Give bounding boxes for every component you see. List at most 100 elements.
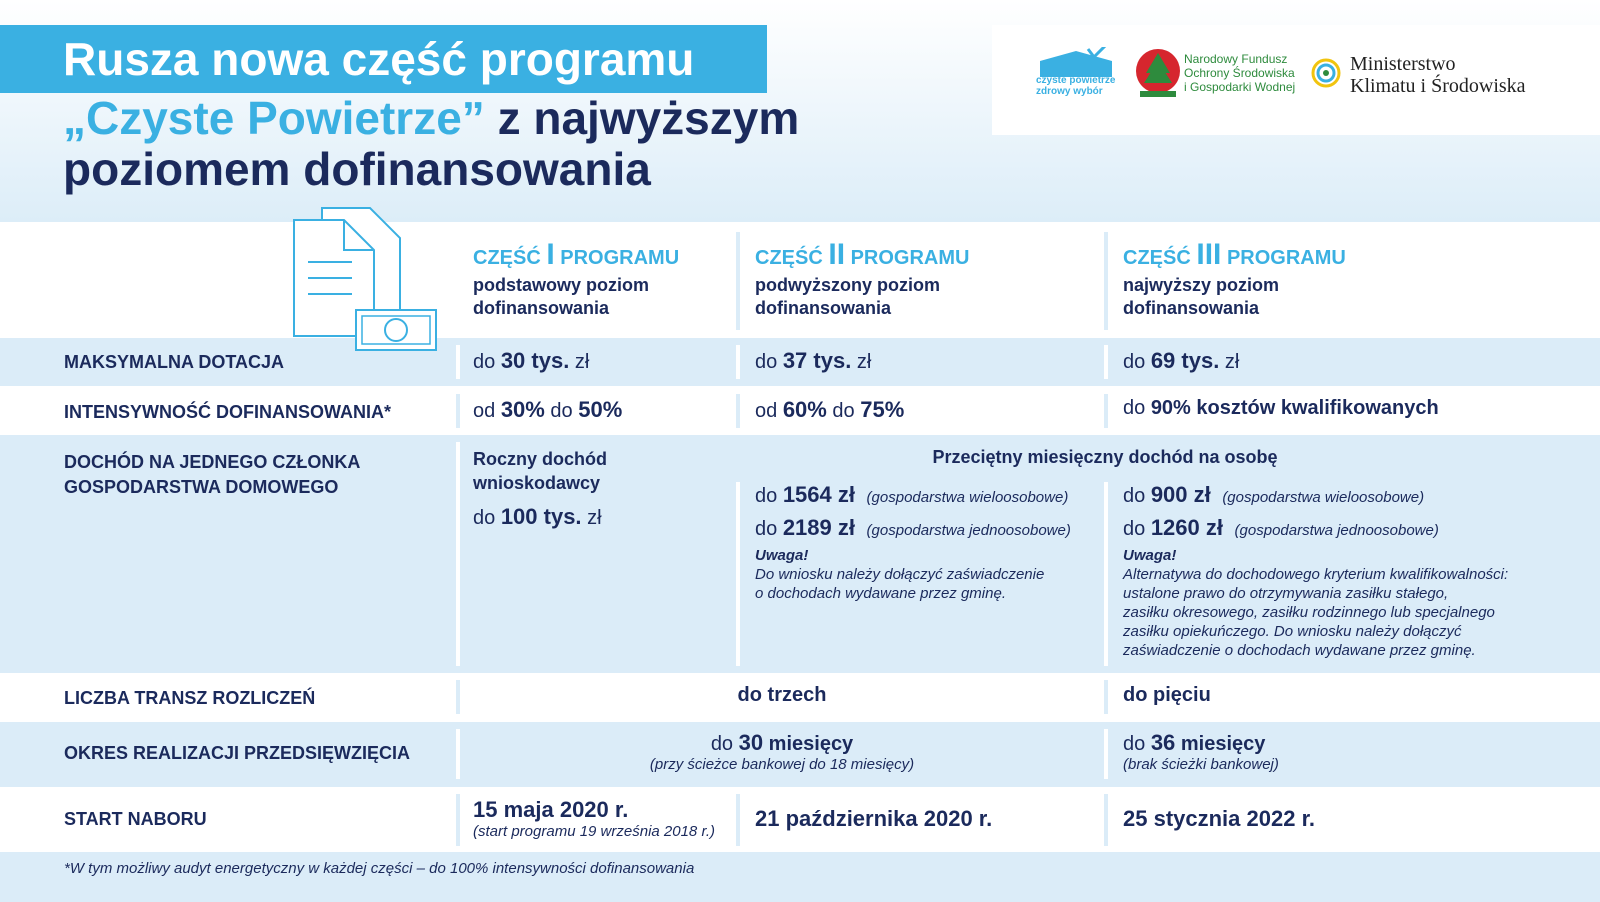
cell: do 90% kosztów kwalifikowanych bbox=[1123, 397, 1439, 420]
separator bbox=[456, 394, 460, 428]
title-text: z najwyższym bbox=[497, 92, 800, 144]
value: 100 tys. bbox=[500, 504, 582, 529]
amount-line: do 900 zł (gospodarstwa wieloosobowe) bbox=[1123, 480, 1439, 513]
separator bbox=[736, 794, 740, 846]
row-label: OKRES REALIZACJI PRZEDSIĘWZIĘCIA bbox=[64, 743, 411, 763]
row-band bbox=[0, 435, 1600, 673]
cell: do 30 miesięcy (przy ścieżce bankowej do… bbox=[460, 730, 1104, 773]
row-label: DOCHÓD NA JEDNEGO CZŁONKA GOSPODARSTWA D… bbox=[64, 450, 360, 500]
cell: od 60% do 75% bbox=[755, 397, 904, 423]
logo-line: Ministerstwo bbox=[1350, 53, 1456, 75]
logo-line: czyste powietrze bbox=[1036, 75, 1116, 86]
cell: do 30 tys. zł bbox=[473, 348, 589, 374]
column-description: podstawowy poziom dofinansowania bbox=[473, 274, 649, 320]
column-label: PROGRAMU bbox=[850, 247, 970, 269]
suffix: miesięcy bbox=[768, 733, 854, 755]
value: 2189 zł bbox=[782, 515, 855, 540]
value: 90% kosztów kwalifikowanych bbox=[1150, 397, 1439, 419]
prefix: do bbox=[710, 733, 734, 755]
logo-line: Ochrony Środowiska bbox=[1184, 66, 1295, 80]
value: 69 tys. bbox=[1150, 348, 1220, 373]
separator bbox=[456, 680, 460, 714]
value: 30% bbox=[500, 397, 545, 422]
separator bbox=[1104, 394, 1108, 428]
row-label: MAKSYMALNA DOTACJA bbox=[64, 352, 284, 372]
heading-line: wnioskodawcy bbox=[473, 473, 601, 493]
separator bbox=[736, 232, 740, 330]
note-block: Uwaga! Alternatywa do dochodowego kryter… bbox=[1123, 546, 1508, 660]
description-line: najwyższy poziom bbox=[1123, 275, 1280, 295]
note: (przy ścieżce bankowej do 18 miesięcy) bbox=[649, 756, 915, 773]
value: 30 tys. bbox=[500, 348, 570, 373]
amount-line: do 1260 zł (gospodarstwa jednoosobowe) bbox=[1123, 513, 1439, 546]
prefix: do bbox=[755, 351, 778, 373]
amount-line: do 1564 zł (gospodarstwa wieloosobowe) bbox=[755, 480, 1071, 513]
separator bbox=[1104, 345, 1108, 379]
prefix: do bbox=[1123, 351, 1146, 373]
title-line: Rusza nowa część programu bbox=[63, 33, 695, 85]
column-numeral: II bbox=[828, 238, 846, 271]
column-label: CZĘŚĆ bbox=[1123, 247, 1191, 269]
logo-text: czyste powietrze zdrowy wybór bbox=[1036, 75, 1115, 97]
column-numeral: I bbox=[546, 238, 555, 271]
note-line: ustalone prawo do otrzymywania zasiłku s… bbox=[1123, 585, 1449, 602]
value: 900 zł bbox=[1150, 482, 1211, 507]
prefix: do bbox=[755, 518, 778, 540]
prefix: od bbox=[755, 400, 778, 422]
suffix: zł bbox=[856, 351, 872, 373]
logo-nfosigw-icon bbox=[1136, 49, 1180, 97]
separator bbox=[1104, 794, 1108, 846]
prefix: do bbox=[1123, 518, 1146, 540]
note: (start programu 19 września 2018 r.) bbox=[473, 823, 716, 840]
logo-ministry-icon bbox=[1311, 58, 1341, 88]
logo-line: Narodowy Fundusz bbox=[1184, 52, 1288, 66]
title-highlight: „Czyste Powietrze” bbox=[63, 92, 485, 144]
separator bbox=[736, 482, 740, 666]
separator bbox=[736, 394, 740, 428]
suffix: zł bbox=[587, 507, 602, 529]
column-label: PROGRAMU bbox=[1226, 247, 1346, 269]
income-amounts: do 1564 zł (gospodarstwa wieloosobowe) d… bbox=[755, 480, 1071, 546]
prefix: do bbox=[1123, 485, 1146, 507]
document-money-icon bbox=[293, 207, 437, 351]
row-label: LICZBA TRANSZ ROZLICZEŃ bbox=[64, 688, 316, 708]
label-line: GOSPODARSTWA DOMOWEGO bbox=[64, 477, 339, 497]
separator bbox=[736, 345, 740, 379]
value: 50% bbox=[578, 397, 623, 422]
row-label: INTENSYWNOŚĆ DOFINANSOWANIA* bbox=[64, 402, 392, 422]
logo-house-icon bbox=[1040, 47, 1112, 77]
column-header: CZĘŚĆ III PROGRAMU bbox=[1123, 240, 1346, 273]
separator bbox=[1104, 729, 1108, 779]
prefix: do bbox=[1123, 733, 1146, 755]
description-line: podwyższony poziom bbox=[755, 275, 941, 295]
separator bbox=[1104, 680, 1108, 714]
logo-line: Klimatu i Środowiska bbox=[1350, 75, 1526, 97]
note-line: zasiłku okresowego, zasiłku rodzinnego l… bbox=[1123, 604, 1495, 621]
income-heading: Roczny dochód wnioskodawcy bbox=[473, 447, 607, 495]
prefix: od bbox=[473, 400, 496, 422]
title-line: „Czyste Powietrze” z najwyższym bbox=[63, 92, 799, 144]
separator bbox=[1104, 232, 1108, 330]
value: 37 tys. bbox=[782, 348, 852, 373]
note-block: Uwaga! Do wniosku należy dołączyć zaświa… bbox=[755, 546, 1044, 603]
separator bbox=[1104, 482, 1108, 666]
date: 15 maja 2020 r. bbox=[473, 797, 629, 822]
description-line: dofinansowania bbox=[755, 298, 892, 318]
description-line: dofinansowania bbox=[473, 298, 610, 318]
date: 21 października 2020 r. bbox=[755, 806, 993, 831]
note-line: Do wniosku należy dołączyć zaświadczenie bbox=[755, 566, 1045, 583]
note-line: Alternatywa do dochodowego kryterium kwa… bbox=[1123, 566, 1509, 583]
label-line: DOCHÓD NA JEDNEGO CZŁONKA bbox=[64, 452, 361, 472]
date: 25 stycznia 2022 r. bbox=[1123, 806, 1316, 831]
logo-line: i Gospodarki Wodnej bbox=[1184, 80, 1296, 94]
note-line: o dochodach wydawane przez gminę. bbox=[755, 585, 1006, 602]
separator bbox=[456, 794, 460, 846]
prefix: do bbox=[755, 485, 778, 507]
note-line: zasiłku opiekuńczego. Do wniosku należy … bbox=[1123, 623, 1462, 640]
column-label: CZĘŚĆ bbox=[755, 247, 823, 269]
cell: do 100 tys. zł bbox=[473, 504, 602, 530]
suffix: zł bbox=[574, 351, 590, 373]
amount-line: do 36 miesięcy bbox=[1123, 730, 1279, 756]
amount-line: do 30 miesięcy bbox=[460, 730, 1104, 756]
